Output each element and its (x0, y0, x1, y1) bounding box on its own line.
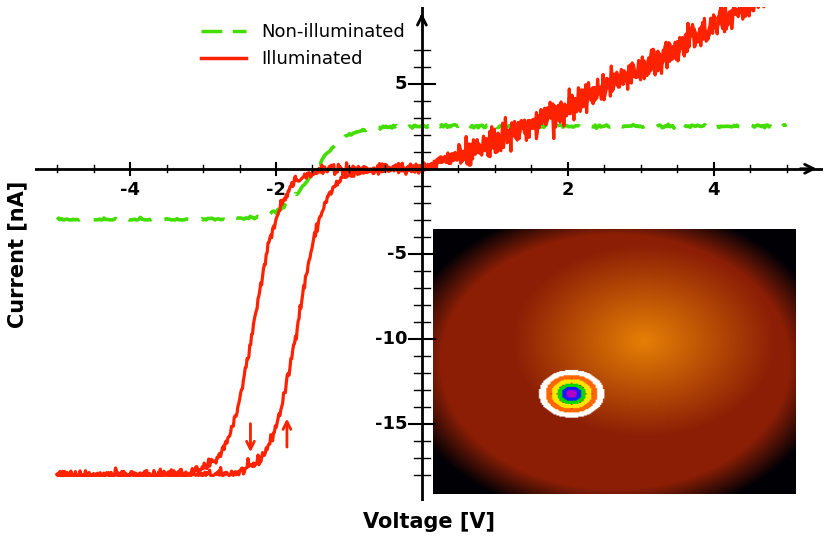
Text: -4: -4 (120, 181, 140, 199)
Text: 2: 2 (562, 181, 574, 199)
Text: -10: -10 (375, 330, 408, 348)
Text: -5: -5 (388, 245, 408, 263)
X-axis label: Voltage [V]: Voltage [V] (364, 512, 496, 532)
Text: -2: -2 (266, 181, 286, 199)
Text: 5: 5 (395, 74, 408, 93)
Text: -15: -15 (375, 415, 408, 433)
Y-axis label: Current [nA]: Current [nA] (7, 181, 27, 328)
Legend: Non-illuminated, Illuminated: Non-illuminated, Illuminated (194, 16, 412, 75)
Text: 4: 4 (707, 181, 720, 199)
